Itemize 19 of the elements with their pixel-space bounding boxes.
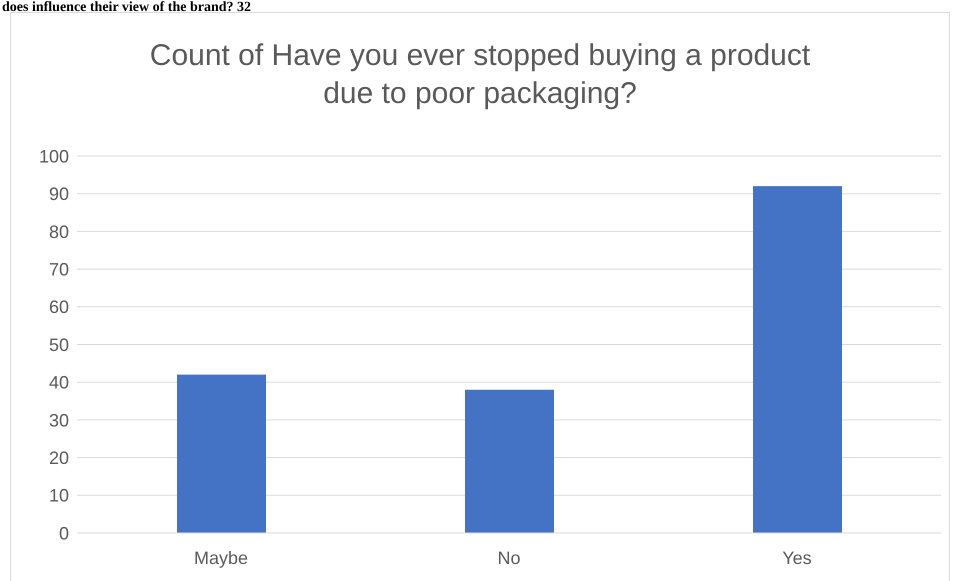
bar xyxy=(753,186,842,533)
bar xyxy=(177,374,266,533)
chart-title: Count of Have you ever stopped buying a product due to poor packaging? xyxy=(148,38,812,112)
y-tick-label: 0 xyxy=(58,523,69,544)
y-tick-label: 40 xyxy=(48,372,69,393)
bar xyxy=(465,390,554,533)
x-tick-label: No xyxy=(497,548,521,568)
y-tick-label: 10 xyxy=(48,486,69,506)
y-tick-label: 20 xyxy=(48,448,69,468)
y-tick-label: 50 xyxy=(48,334,69,355)
y-tick-label: 70 xyxy=(48,259,69,280)
y-tick-label: 90 xyxy=(48,184,69,204)
x-tick-label: Maybe xyxy=(194,548,248,568)
x-tick-label: Yes xyxy=(782,548,812,568)
y-tick-label: 80 xyxy=(48,222,69,242)
y-tick-label: 30 xyxy=(48,410,69,430)
y-tick-label: 60 xyxy=(48,297,69,318)
text: does influence their view of the brand? 32 xyxy=(2,0,252,16)
y-tick-label: 100 xyxy=(38,146,69,166)
